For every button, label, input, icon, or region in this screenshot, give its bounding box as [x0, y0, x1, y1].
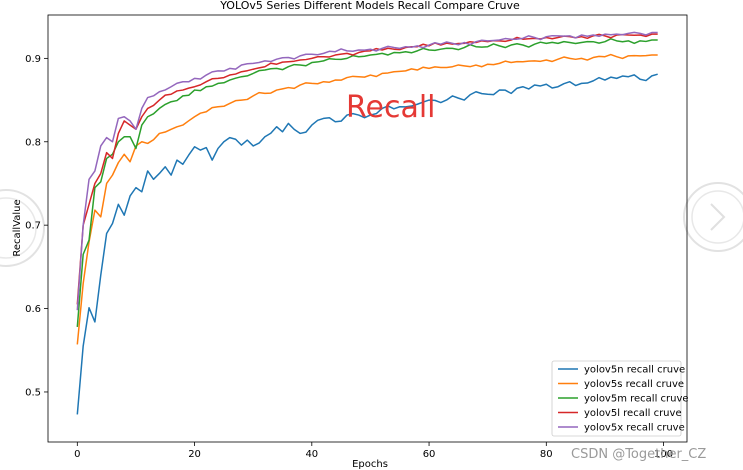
- series-line-yolov5s: [76, 53, 658, 345]
- recall-annotation: Recall: [346, 90, 436, 125]
- y-tick-label: 0.5: [25, 387, 41, 398]
- y-axis-label: RecallValue: [12, 199, 23, 256]
- y-axis: 0.5 0.6 0.7 0.8 0.9: [25, 54, 48, 398]
- series-layer: [76, 31, 658, 415]
- y-tick-label: 0.8: [25, 137, 41, 148]
- plot-frame: [47, 14, 688, 443]
- legend-entry: yolov5l recall cruve: [584, 408, 682, 419]
- legend-box: [551, 360, 682, 437]
- next-slide-icon[interactable]: [683, 182, 743, 252]
- x-tick-label: 100: [654, 449, 673, 460]
- x-tick-label: 40: [305, 449, 318, 460]
- x-tick-label: 80: [540, 449, 553, 460]
- legend-entry: yolov5x recall cruve: [584, 423, 685, 434]
- chart-title: YOLOv5 Series Different Models Recall Co…: [219, 0, 520, 12]
- y-tick-label: 0.6: [25, 304, 41, 315]
- series-line-yolov5x: [76, 31, 658, 311]
- legend-entry: yolov5m recall cruve: [584, 394, 689, 405]
- legend: yolov5n recall cruve yolov5s recall cruve…: [551, 360, 689, 437]
- x-tick-label: 20: [188, 449, 201, 460]
- x-tick-label: 60: [423, 449, 436, 460]
- prev-slide-icon[interactable]: [0, 189, 45, 267]
- legend-entry: yolov5n recall cruve: [584, 365, 685, 376]
- y-tick-label: 0.9: [25, 54, 41, 65]
- x-axis-label: Epochs: [352, 459, 388, 470]
- series-line-yolov5n: [76, 73, 658, 415]
- series-line-yolov5m: [76, 38, 658, 327]
- y-tick-label: 0.7: [25, 221, 41, 232]
- series-line-yolov5l: [76, 33, 658, 305]
- x-axis: 0 20 40 60 80 100: [74, 442, 673, 460]
- x-tick-label: 0: [74, 449, 80, 460]
- legend-entry: yolov5s recall cruve: [584, 379, 684, 390]
- watermark: CSDN @Together_CZ: [571, 447, 706, 462]
